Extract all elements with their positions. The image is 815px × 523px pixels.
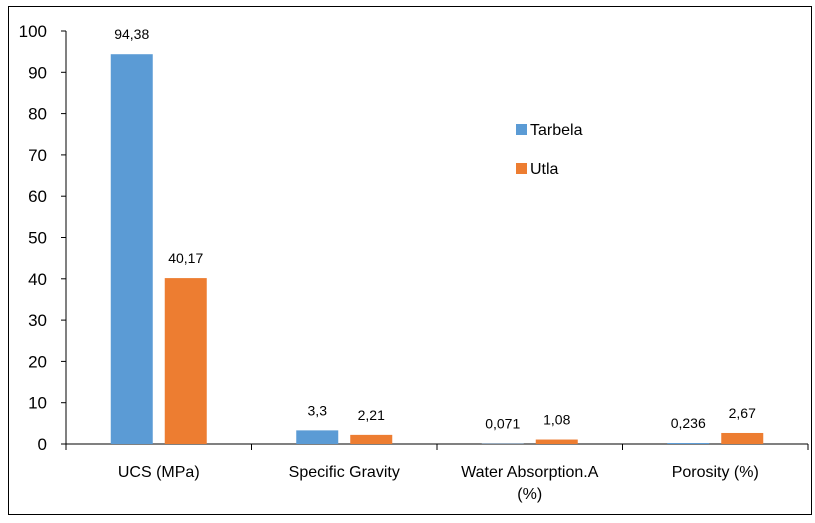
- y-tick-label: 20: [28, 352, 47, 371]
- data-label: 3,3: [308, 402, 328, 418]
- bar-tarbela-0: [111, 54, 153, 444]
- data-label: 0,071: [485, 416, 520, 432]
- y-tick-label: 30: [28, 311, 47, 330]
- data-label: 1,08: [543, 412, 570, 428]
- y-tick-label: 80: [28, 105, 47, 124]
- x-tick-label: Specific Gravity: [289, 464, 400, 481]
- y-tick-label: 100: [19, 22, 47, 41]
- legend-swatch-utla: [516, 163, 527, 174]
- x-tick-label: UCS (MPa): [118, 464, 200, 481]
- y-tick-label: 40: [28, 270, 47, 289]
- bar-utla-0: [165, 278, 207, 444]
- x-tick-label: Water Absorption.A: [461, 464, 599, 481]
- data-label: 2,67: [729, 405, 756, 421]
- legend-label-utla: Utla: [530, 161, 559, 178]
- legend-swatch-tarbela: [516, 124, 527, 135]
- data-label: 40,17: [168, 250, 203, 266]
- y-tick-label: 70: [28, 146, 47, 165]
- data-label: 0,236: [671, 415, 706, 431]
- y-tick-label: 60: [28, 187, 47, 206]
- y-tick-label: 90: [28, 63, 47, 82]
- legend-label-tarbela: Tarbela: [530, 122, 583, 139]
- y-tick-label: 0: [38, 435, 47, 454]
- y-tick-label: 50: [28, 229, 47, 248]
- y-tick-label: 10: [28, 394, 47, 413]
- data-label: 94,38: [114, 26, 149, 42]
- bar-tarbela-3: [667, 443, 709, 444]
- bar-utla-3: [721, 433, 763, 444]
- bar-utla-2: [536, 440, 578, 444]
- x-tick-label: Porosity (%): [672, 464, 759, 481]
- bar-utla-1: [350, 435, 392, 444]
- data-label: 2,21: [358, 407, 385, 423]
- x-tick-label: (%): [517, 486, 542, 503]
- bar-tarbela-1: [296, 430, 338, 444]
